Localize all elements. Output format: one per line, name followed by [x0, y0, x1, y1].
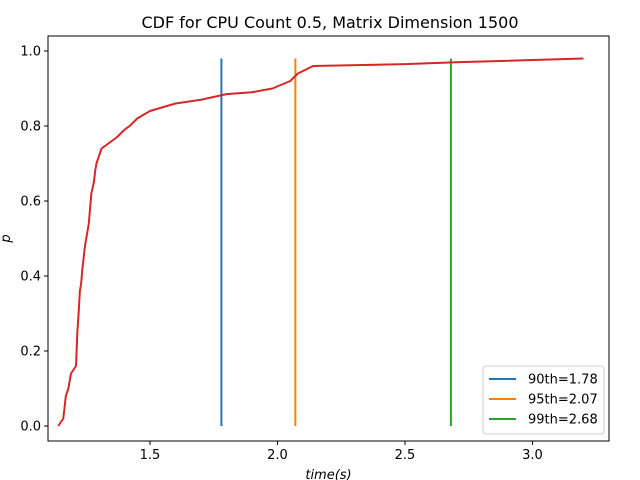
y-axis-title: p — [0, 234, 14, 243]
y-tick-label: 1.0 — [20, 45, 41, 60]
x-tick-label: 2.0 — [267, 448, 288, 463]
legend-label: 99th=2.68 — [528, 413, 598, 428]
x-axis-title: time(s) — [305, 468, 351, 480]
y-tick-label: 0.8 — [20, 120, 41, 135]
axis-ticks: 1.5 2.0 2.5 3.0 0.0 0.2 0.4 0.6 0.8 1.0 — [20, 45, 543, 464]
legend-label: 90th=1.78 — [528, 373, 598, 388]
plot-frame — [47, 35, 610, 442]
legend-label: 95th=2.07 — [528, 393, 598, 408]
y-tick-label: 0.4 — [20, 270, 41, 285]
x-tick-label: 2.5 — [395, 448, 416, 463]
legend: 90th=1.78 95th=2.07 99th=2.68 — [482, 365, 605, 435]
y-tick-label: 0.6 — [20, 195, 41, 210]
plot-area — [57, 57, 584, 427]
y-tick-label: 0.2 — [20, 345, 41, 360]
cdf-line — [57, 57, 584, 427]
chart-title: CDF for CPU Count 0.5, Matrix Dimension … — [141, 13, 518, 32]
x-tick-label: 3.0 — [522, 448, 543, 463]
y-tick-label: 0.0 — [20, 420, 41, 435]
legend-box — [482, 365, 605, 435]
x-tick-label: 1.5 — [140, 448, 161, 463]
